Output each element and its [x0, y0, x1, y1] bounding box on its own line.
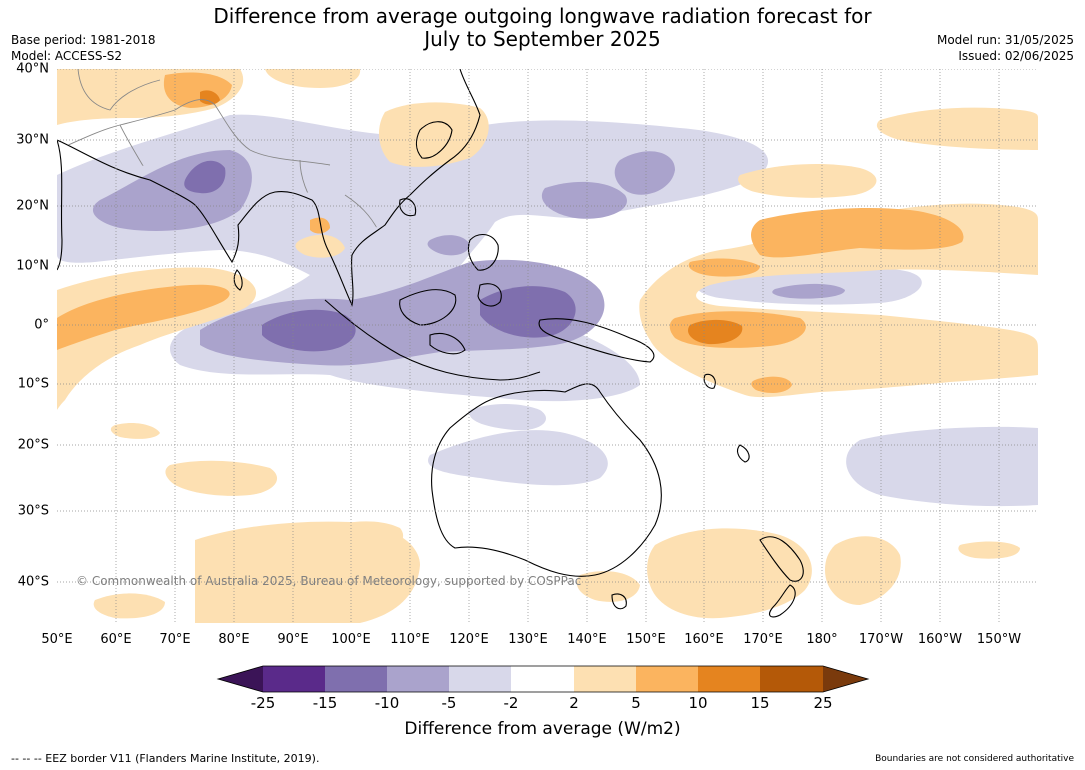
colorbar-outline: [216, 665, 870, 693]
title-line-1: Difference from average outgoing longwav…: [213, 4, 872, 28]
eez-note: -- -- -- EEZ border V11 (Flanders Marine…: [11, 752, 320, 765]
lon-label: 180°: [806, 632, 838, 647]
base-period: Base period: 1981-2018: [11, 33, 156, 47]
lat-label: 10°N: [16, 258, 49, 274]
meta-right: Model run: 31/05/2025 Issued: 02/06/2025: [937, 32, 1074, 64]
lon-label: 170°W: [858, 632, 904, 647]
lon-label: 160°E: [684, 632, 724, 647]
lon-label: 60°E: [100, 632, 132, 647]
colorbar-label: -2: [503, 694, 519, 712]
lat-label: 20°N: [16, 198, 49, 214]
colorbar-swatch-2: [325, 666, 387, 692]
colorbar: [216, 665, 870, 693]
lat-label: 30°N: [16, 132, 49, 148]
colorbar-label: 5: [631, 694, 641, 712]
lat-label: 40°S: [17, 574, 49, 590]
positive-moderate-regions: [57, 72, 964, 393]
colorbar-swatch-8: [698, 666, 760, 692]
colorbar-label: 25: [813, 694, 833, 712]
colorbar-label: -25: [250, 694, 276, 712]
lat-label: 40°N: [16, 61, 49, 77]
colorbar-swatch-3: [387, 666, 449, 692]
coastlines: [57, 69, 804, 618]
lon-label: 160°W: [917, 632, 963, 647]
colorbar-high-extension: [823, 666, 868, 692]
boundaries-note: Boundaries are not considered authoritat…: [875, 754, 1074, 764]
lon-label: 100°E: [331, 632, 371, 647]
colorbar-label: 2: [569, 694, 579, 712]
colorbar-label: 15: [750, 694, 770, 712]
colorbar-swatch-4: [449, 666, 511, 692]
colorbar-label: 10: [688, 694, 708, 712]
positive-strong-regions: [200, 90, 743, 345]
lon-label: 170°E: [743, 632, 783, 647]
lon-label: 50°E: [41, 632, 73, 647]
lon-label: 70°E: [159, 632, 191, 647]
colorbar-swatch-1: [263, 666, 325, 692]
lat-label: 30°S: [17, 503, 49, 519]
colorbar-label: -10: [374, 694, 400, 712]
lat-label: 10°S: [17, 376, 49, 392]
lon-label: 120°E: [449, 632, 489, 647]
meta-left: Base period: 1981-2018 Model: ACCESS-S2: [11, 32, 156, 64]
model-name: Model: ACCESS-S2: [11, 49, 123, 63]
lon-label: 110°E: [390, 632, 430, 647]
lat-label: 0°: [34, 317, 49, 333]
colorbar-title: Difference from average (W/m2): [404, 719, 681, 739]
title-line-2: July to September 2025: [424, 27, 661, 51]
colorbar-swatch-7: [636, 666, 698, 692]
colorbar-swatch-6: [574, 666, 636, 692]
lon-label: 140°E: [567, 632, 607, 647]
lat-label: 20°S: [17, 437, 49, 453]
anomaly-field: [57, 69, 1038, 623]
model-run: Model run: 31/05/2025: [936, 33, 1074, 47]
colorbar-label: -15: [312, 694, 338, 712]
map-title: Difference from average outgoing longwav…: [0, 5, 1085, 51]
issued-date: Issued: 02/06/2025: [958, 49, 1074, 63]
lon-label: 130°E: [508, 632, 548, 647]
lon-label: 150°W: [976, 632, 1022, 647]
lon-label: 90°E: [277, 632, 309, 647]
lon-label: 150°E: [626, 632, 666, 647]
negative-strong-regions: [184, 160, 576, 352]
copyright-notice: © Commonwealth of Australia 2025, Bureau…: [76, 574, 582, 588]
colorbar-low-extension: [218, 666, 263, 692]
colorbar-label: -5: [441, 694, 457, 712]
lon-label: 80°E: [218, 632, 250, 647]
colorbar-swatch-5: [511, 666, 574, 692]
colorbar-swatch-9: [760, 666, 823, 692]
graticule: [57, 69, 1038, 623]
